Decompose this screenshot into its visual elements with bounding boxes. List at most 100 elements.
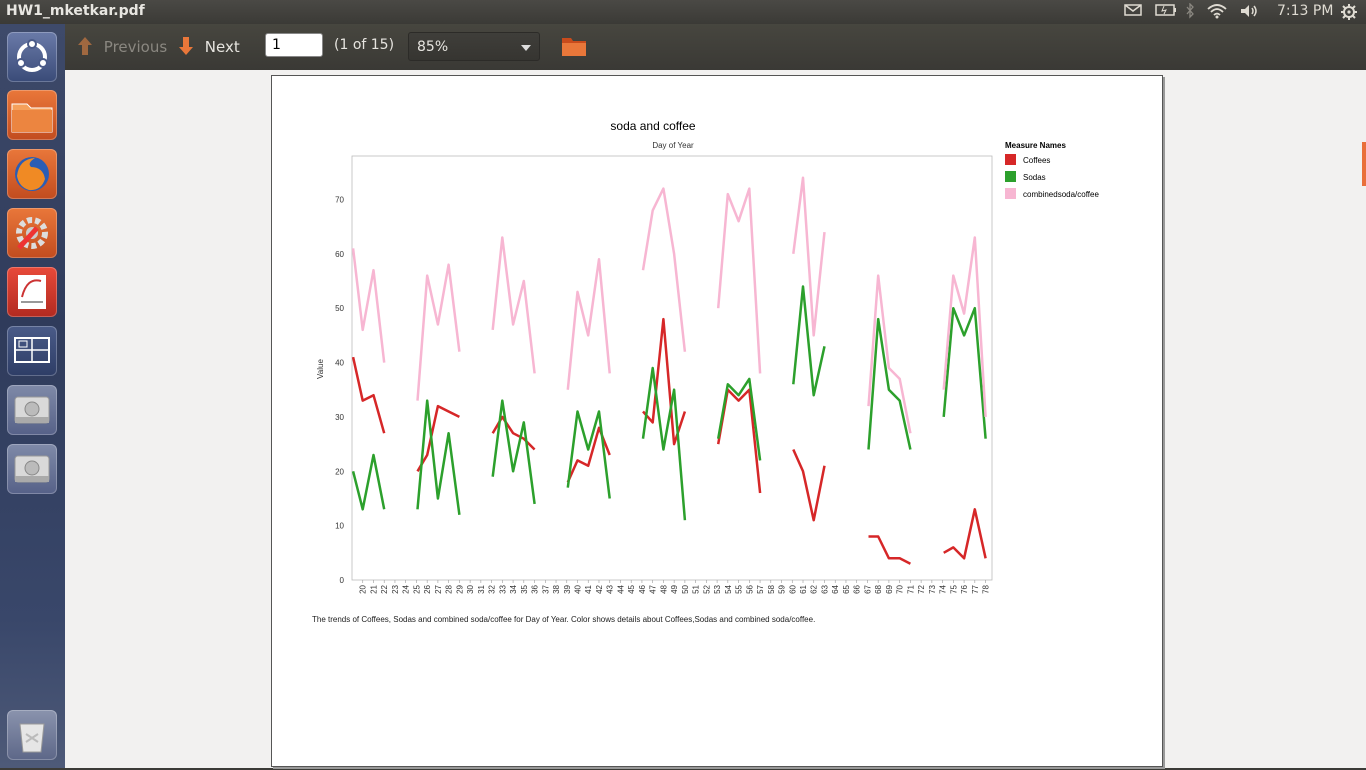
y-tick-label: 0 [340, 576, 345, 585]
files-launcher-button[interactable] [7, 90, 57, 140]
x-tick-label: 37 [541, 584, 550, 593]
series-lines [351, 176, 987, 565]
x-tick-label: 29 [455, 584, 464, 593]
x-tick-label: 42 [595, 584, 604, 593]
series-line [416, 399, 461, 515]
zoom-value: 85% [417, 39, 449, 55]
x-tick-label: 38 [552, 584, 561, 593]
clock[interactable]: 7:13 PM [1277, 3, 1334, 19]
line-chart: soda and coffee Day of Year Value 0 10 20 3… [312, 119, 1099, 624]
series-line [792, 176, 826, 337]
series-line [642, 317, 687, 446]
series-line [566, 258, 611, 390]
x-tick-label: 68 [874, 584, 883, 593]
legend: Coffees Sodas combinedsoda/coffee [1005, 154, 1099, 199]
x-tick-label: 52 [702, 584, 711, 593]
mail-icon[interactable] [1124, 3, 1142, 21]
x-tick-label: 21 [369, 584, 378, 593]
y-tick-label: 60 [335, 250, 344, 259]
y-tick-label: 10 [335, 522, 344, 531]
legend-label: Coffees [1023, 156, 1050, 165]
x-tick-label: 76 [960, 584, 969, 593]
session-gear-icon[interactable] [1340, 3, 1358, 25]
x-tick-label: 33 [498, 584, 507, 593]
document-viewer[interactable]: soda and coffee Day of Year Value 0 10 20 3… [65, 70, 1366, 768]
x-axis: 20 21 22 23 24 25 26 27 28 29 30 31 32 33 34 35 36 37 38 39… [359, 580, 991, 594]
series-line [491, 236, 536, 374]
x-tick-label: 24 [402, 584, 411, 593]
x-tick-label: 62 [810, 584, 819, 593]
settings-wrench-icon [16, 217, 48, 250]
arrow-up-icon [78, 37, 92, 55]
volume-icon[interactable] [1239, 3, 1261, 23]
workspace-switcher-icon [14, 337, 50, 363]
disk-launcher-button-2[interactable] [7, 444, 57, 494]
legend-label: combinedsoda/coffee [1023, 190, 1099, 199]
previous-page-button[interactable]: Previous [75, 35, 167, 57]
series-line [641, 187, 687, 352]
series-line [792, 285, 826, 397]
x-axis-label: Day of Year [652, 141, 694, 150]
x-tick-label: 65 [842, 584, 851, 593]
ubuntu-logo-icon [16, 39, 48, 72]
battery-icon[interactable] [1155, 3, 1177, 21]
wifi-icon[interactable] [1206, 3, 1228, 23]
chart-caption: The trends of Coffees, Sodas and combine… [312, 615, 815, 624]
scrollbar-thumb[interactable] [1362, 142, 1366, 186]
x-tick-label: 63 [820, 584, 829, 593]
x-tick-label: 55 [735, 584, 744, 593]
x-tick-label: 72 [917, 584, 926, 593]
x-tick-label: 39 [563, 584, 572, 593]
document-viewer-icon [18, 275, 46, 309]
series-line [351, 248, 386, 363]
series-line [942, 306, 987, 439]
x-tick-label: 71 [906, 584, 915, 593]
series-line [867, 274, 912, 434]
series-line [641, 366, 687, 521]
x-tick-label: 74 [939, 584, 948, 593]
document-viewer-launcher-button[interactable] [7, 267, 57, 317]
x-tick-label: 77 [971, 584, 980, 593]
hard-disk-icon [14, 396, 50, 424]
open-document-button[interactable] [561, 35, 587, 57]
zoom-select[interactable]: 85% [408, 32, 540, 61]
ubuntu-dash-button[interactable] [7, 32, 57, 82]
x-tick-label: 46 [638, 584, 647, 593]
x-tick-label: 44 [616, 584, 625, 593]
next-label: Next [204, 38, 240, 56]
plot-area [351, 155, 993, 581]
system-settings-launcher-button[interactable] [7, 208, 57, 258]
x-tick-label: 64 [831, 584, 840, 593]
x-tick-label: 41 [584, 584, 593, 593]
x-tick-label: 60 [788, 584, 797, 593]
firefox-launcher-button[interactable] [7, 149, 57, 199]
next-page-button[interactable]: Next [176, 35, 240, 57]
x-tick-label: 22 [380, 584, 389, 593]
series-line [566, 410, 611, 499]
x-tick-label: 20 [359, 584, 368, 593]
series-line [792, 448, 826, 522]
folder-icon [11, 103, 53, 133]
bluetooth-icon[interactable] [1185, 2, 1195, 23]
x-tick-label: 28 [445, 584, 454, 593]
hard-disk-icon [14, 455, 50, 483]
plot-border [351, 155, 993, 581]
y-tick-label: 50 [335, 304, 344, 313]
x-tick-label: 66 [853, 584, 862, 593]
x-tick-label: 75 [949, 584, 958, 593]
page-number-input[interactable] [265, 33, 323, 57]
workspace-switcher-button[interactable] [7, 326, 57, 376]
x-tick-label: 40 [574, 584, 583, 593]
series-line [867, 317, 912, 450]
x-tick-label: 25 [412, 584, 421, 593]
x-tick-label: 23 [391, 584, 400, 593]
chart-title: soda and coffee [610, 119, 696, 133]
x-tick-label: 58 [767, 584, 776, 593]
x-tick-label: 53 [713, 584, 722, 593]
y-tick-label: 70 [335, 195, 344, 204]
x-tick-label: 26 [423, 584, 432, 593]
disk-launcher-button-1[interactable] [7, 385, 57, 435]
trash-launcher-button[interactable] [7, 710, 57, 760]
x-tick-label: 54 [724, 584, 733, 593]
x-tick-label: 70 [896, 584, 905, 593]
